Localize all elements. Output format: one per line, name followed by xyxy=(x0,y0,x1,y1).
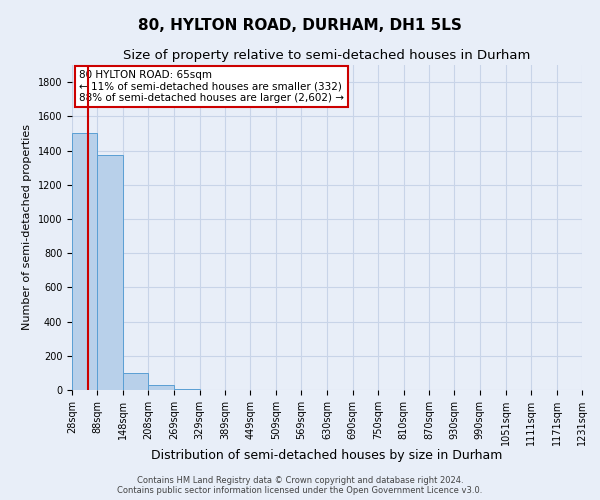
Bar xyxy=(148,385,174,390)
Bar xyxy=(123,373,148,390)
X-axis label: Distribution of semi-detached houses by size in Durham: Distribution of semi-detached houses by … xyxy=(151,450,503,462)
Bar xyxy=(72,134,97,390)
Text: 80 HYLTON ROAD: 65sqm
← 11% of semi-detached houses are smaller (332)
88% of sem: 80 HYLTON ROAD: 65sqm ← 11% of semi-deta… xyxy=(79,70,344,103)
Y-axis label: Number of semi-detached properties: Number of semi-detached properties xyxy=(22,124,32,330)
Text: Contains HM Land Registry data © Crown copyright and database right 2024.
Contai: Contains HM Land Registry data © Crown c… xyxy=(118,476,482,495)
Bar xyxy=(174,389,200,390)
Bar xyxy=(97,155,123,390)
Title: Size of property relative to semi-detached houses in Durham: Size of property relative to semi-detach… xyxy=(124,50,530,62)
Text: 80, HYLTON ROAD, DURHAM, DH1 5LS: 80, HYLTON ROAD, DURHAM, DH1 5LS xyxy=(138,18,462,32)
